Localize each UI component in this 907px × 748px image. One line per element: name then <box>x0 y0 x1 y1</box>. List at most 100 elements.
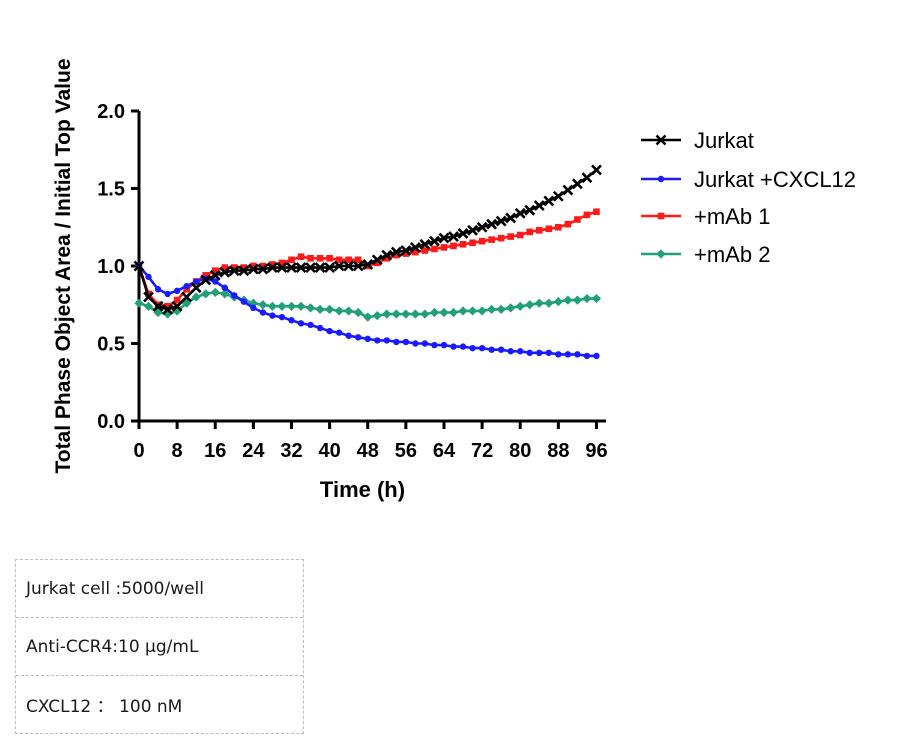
legend-marker <box>657 175 665 183</box>
series-1-point <box>152 300 164 312</box>
series-2-point <box>469 344 476 352</box>
series-1-point <box>495 215 507 227</box>
series-2-point <box>221 284 228 291</box>
series-1-point <box>314 262 326 273</box>
series-2-point <box>431 341 438 349</box>
series-2-point <box>526 349 533 356</box>
x-axis-label: Time (h) <box>320 477 405 502</box>
series-4-point <box>544 298 554 308</box>
series-4-point <box>439 307 449 318</box>
series-1-point <box>171 300 183 312</box>
series-3-point <box>288 256 295 264</box>
legend-label: +mAb 1 <box>694 204 770 229</box>
series-4-point <box>353 307 363 318</box>
series-3-point <box>450 242 457 250</box>
series-3-point <box>259 262 267 270</box>
series-1-point <box>343 260 355 272</box>
info-table: Jurkat cell :5000/well Anti-CCR4:10 μg/m… <box>15 559 304 734</box>
x-tick-label: 56 <box>395 440 417 462</box>
series-3-point <box>497 234 505 242</box>
series-1-line <box>137 168 598 311</box>
series-1-point <box>429 235 440 247</box>
series-2-point <box>297 320 305 327</box>
series-4-point <box>487 304 497 314</box>
series-1-point <box>581 172 593 184</box>
series-4-point <box>382 309 392 319</box>
series-1-point <box>524 204 536 216</box>
series-3-point <box>354 256 362 264</box>
series-1-point <box>162 303 174 315</box>
series-1-point <box>352 260 364 272</box>
series-3-point <box>564 220 572 228</box>
series-3-point <box>269 261 276 268</box>
series-2-point <box>574 351 581 358</box>
series-2-point <box>583 352 591 360</box>
series-1-point <box>238 265 250 277</box>
series-1-point <box>457 228 469 239</box>
series-1-point <box>190 282 202 294</box>
series-1-point <box>324 262 336 273</box>
x-tick-label: 8 <box>172 440 183 462</box>
x-tick-label: 24 <box>242 440 265 462</box>
series-1-point <box>591 164 602 176</box>
series-2-point <box>278 313 286 321</box>
series-4-point <box>458 306 468 316</box>
series-3-point <box>516 231 524 239</box>
series-4-point <box>277 301 287 311</box>
series-3-point <box>240 264 248 271</box>
series-2-point <box>450 343 457 350</box>
series-4-point <box>344 306 354 316</box>
x-tick-label: 88 <box>547 440 569 462</box>
series-3-point <box>440 244 448 251</box>
series-2-point <box>335 329 343 336</box>
series-1-point <box>562 184 574 196</box>
series-3-point <box>307 254 314 262</box>
series-1-point <box>276 262 288 273</box>
series-4-point <box>429 307 440 318</box>
series-2-point <box>497 346 505 353</box>
series-1-point <box>390 246 402 258</box>
series-2-point <box>173 287 181 294</box>
series-1-point <box>209 269 221 281</box>
legend-item-3: +mAb 1 <box>641 204 770 229</box>
series-1-point <box>419 238 431 250</box>
series-1-point <box>362 259 374 270</box>
series-2-point <box>183 282 190 290</box>
series-3-point <box>459 241 467 248</box>
series-3-point <box>507 233 514 240</box>
series-1-point <box>409 241 421 253</box>
series-2-point <box>307 321 314 329</box>
info-row-antibody: Anti-CCR4:10 μg/mL <box>16 617 303 675</box>
series-4-point <box>143 301 154 311</box>
series-4-point <box>448 307 459 318</box>
series-3-point <box>335 256 343 264</box>
series-3-point <box>231 264 238 271</box>
x-tick-label: 0 <box>133 440 144 462</box>
series-4-point <box>325 304 335 314</box>
series-3-point <box>412 248 419 256</box>
legend-label: +mAb 2 <box>694 242 770 267</box>
series-3-point <box>421 247 429 254</box>
series-2-point <box>145 273 152 281</box>
series-2-point <box>440 341 448 349</box>
series-3-point <box>164 303 171 310</box>
y-tick-label: 1.0 <box>97 256 125 278</box>
x-tick-label: 64 <box>433 440 456 462</box>
info-cxcl12-text: CXCL12 ： 100 nM <box>26 697 183 717</box>
series-2-point <box>316 324 324 332</box>
series-2-point <box>355 334 362 341</box>
series-1-point <box>333 260 345 272</box>
x-tick-label: 72 <box>471 440 493 462</box>
series-1-point <box>371 254 383 266</box>
series-1-point <box>247 263 259 275</box>
series-3-point <box>593 208 600 216</box>
series-4-point <box>553 297 563 307</box>
info-antibody-text: Anti-CCR4:10 μg/mL <box>26 636 199 657</box>
series-3-point <box>431 245 438 253</box>
series-3-point <box>250 262 257 270</box>
series-1-point <box>305 262 316 273</box>
series-1-point <box>133 260 145 272</box>
series-1-point <box>228 265 240 277</box>
series-2-point <box>593 352 600 360</box>
series-1-point <box>543 195 555 207</box>
